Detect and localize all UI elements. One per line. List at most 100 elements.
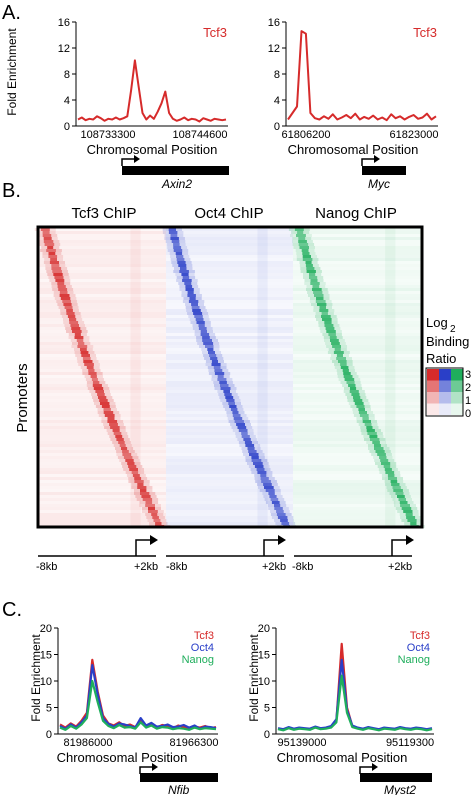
legend-title-sub: 2: [450, 324, 456, 335]
tss-arrow-icon: [139, 766, 152, 774]
legend-swatch: [451, 392, 463, 404]
legend-label-oct4: Oct4: [191, 642, 214, 654]
y-tick-label: 0: [274, 121, 280, 133]
gene-label: Nfib: [168, 783, 190, 795]
legend-swatch: [439, 403, 451, 415]
y-ticks: 0 5 10 15 20: [258, 623, 276, 741]
x-axis-label: Chromosomal Position: [277, 750, 408, 765]
tss-arrowhead-icon: [406, 535, 414, 545]
legend-swatches: [427, 369, 463, 415]
x-tick-label-left: 95139000: [278, 737, 327, 749]
y-tick-label: 16: [58, 17, 70, 29]
panel-label-c: C.: [2, 599, 22, 621]
legend-block: Log 2 Binding Ratio 3 2 1 0: [425, 315, 471, 420]
y-tick-label: 20: [258, 623, 270, 635]
tick-label-start: -8kb: [292, 561, 313, 573]
x-tick-label-left: 108733300: [80, 129, 135, 141]
legend-swatch: [439, 369, 451, 381]
tss-arrowhead-icon: [374, 155, 380, 163]
y-tick-label: 12: [268, 43, 280, 55]
legend-label-tcf3: Tcf3: [194, 630, 214, 642]
position-axis-oct4: -8kb +2kb: [166, 535, 286, 573]
heatmap-frame: [36, 225, 424, 529]
tss-arrowhead-icon: [152, 763, 158, 771]
tss-arrowhead-icon: [372, 763, 378, 771]
x-tick-label-left: 81986000: [64, 737, 113, 749]
column-title-oct4: Oct4 ChIP: [194, 205, 263, 222]
panel-label-a: A.: [2, 2, 21, 24]
tss-arrow-icon: [135, 539, 150, 556]
legend-swatch: [439, 380, 451, 392]
series-line-tcf3: [287, 30, 437, 122]
panel-label-b: B.: [2, 180, 21, 202]
heatmap-column-1: [162, 228, 296, 528]
legend-label-tcf3: Tcf3: [413, 25, 437, 40]
y-tick-label: 4: [64, 95, 70, 107]
x-tick-label-right: 81966300: [170, 737, 219, 749]
legend-swatch: [427, 380, 439, 392]
legend-swatch: [427, 369, 439, 381]
tss-arrow-icon: [121, 158, 134, 166]
legend-label-tcf3: Tcf3: [203, 25, 227, 40]
y-axis-label: Fold Enrichment: [29, 634, 43, 722]
legend-label-nanog: Nanog: [398, 654, 430, 666]
y-tick-label: 20: [40, 623, 52, 635]
x-tick-label-left: 61806200: [282, 129, 331, 141]
tss-arrow-icon: [263, 539, 278, 556]
y-tick-label: 15: [258, 650, 270, 662]
series-line-tcf3: [77, 59, 227, 123]
legend-title-log: Log: [426, 315, 448, 330]
y-tick-label: 10: [40, 676, 52, 688]
gene-label: Myc: [368, 177, 390, 191]
legend-swatch: [451, 369, 463, 381]
gene-label: Myst2: [384, 783, 416, 795]
y-axis-label: Fold Enrichment: [5, 28, 19, 116]
legend-title-ratio: Ratio: [426, 351, 456, 366]
gene-bar: [360, 773, 432, 782]
tick-label-end: +2kb: [134, 561, 158, 573]
x-tick-label-right: 61823000: [390, 129, 439, 141]
y-tick-label: 0: [264, 729, 270, 741]
legend-label-nanog: Nanog: [182, 654, 214, 666]
y-tick-label: 10: [258, 676, 270, 688]
heatmap-column-0: [34, 228, 171, 528]
gene-bar: [122, 166, 229, 175]
legend-label-oct4: Oct4: [407, 642, 430, 654]
x-axis-label: Chromosomal Position: [288, 142, 419, 157]
heatmap-background: [38, 227, 422, 527]
gene-bar: [140, 773, 218, 782]
heatmap-column-2: [288, 228, 425, 528]
chart-b-heatmap: Tcf3 ChIP Oct4 ChIP Nanog ChIP Promoters…: [14, 205, 471, 573]
y-tick-label: 0: [64, 121, 70, 133]
chart-c-nfib: Fold Enrichment 0 5 10 15 20 Tcf3 Oct4 Nanog…: [29, 623, 218, 795]
legend-level-0: 0: [465, 408, 471, 420]
y-tick-label: 16: [268, 17, 280, 29]
y-axis-label: Promoters: [14, 363, 31, 432]
position-axis-nanog: -8kb +2kb: [292, 535, 414, 573]
legend-frame: [425, 367, 464, 417]
y-tick-label: 0: [46, 729, 52, 741]
series-lines: [59, 658, 217, 731]
y-tick-label: 8: [274, 69, 280, 81]
y-tick-label: 15: [40, 650, 52, 662]
tss-arrowhead-icon: [150, 535, 158, 545]
tss-arrowhead-icon: [134, 155, 140, 163]
x-tick-label-right: 108744600: [172, 129, 227, 141]
tick-label-end: +2kb: [262, 561, 286, 573]
series-line-nanog: [277, 674, 433, 732]
legend-swatch: [427, 403, 439, 415]
gene-label: Axin2: [161, 177, 192, 191]
series-lines: [77, 59, 227, 123]
legend-swatch: [451, 380, 463, 392]
legend-title-binding: Binding: [426, 334, 469, 349]
tss-arrowhead-icon: [278, 535, 286, 545]
legend-swatch: [427, 392, 439, 404]
position-axis-tcf3: -8kb +2kb: [36, 535, 158, 573]
y-tick-label: 5: [46, 703, 52, 715]
chart-c-myst2: Fold Enrichment 0 5 10 15 20 Tcf3 Oct4 Nanog…: [247, 623, 434, 795]
legend-swatch: [439, 392, 451, 404]
chart-a-myc: 0 4 8 12 16 Tcf3 61806200 61823000 Chromosom…: [268, 17, 439, 191]
x-axis-label: Chromosomal Position: [87, 142, 218, 157]
tick-label-end: +2kb: [388, 561, 412, 573]
